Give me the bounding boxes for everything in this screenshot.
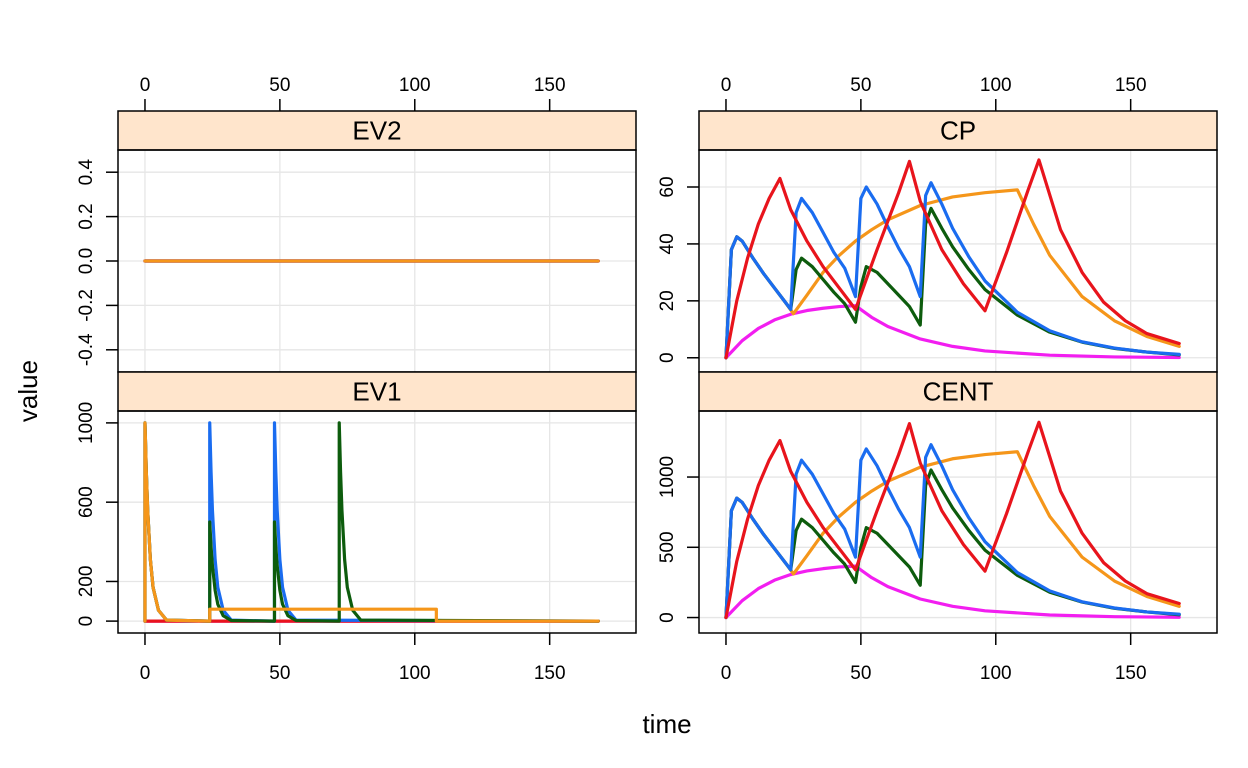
series-group-ev1 (143, 421, 600, 623)
x-tick-label-ev2: 150 (534, 75, 566, 96)
x-tick-label-cent: 50 (850, 663, 871, 684)
x-tick-label-ev1: 100 (399, 663, 431, 684)
series-line-cent-3 (724, 443, 1181, 620)
x-tick-label-cent: 100 (980, 663, 1012, 684)
y-tick-label-ev2: -0.2 (76, 289, 97, 322)
series-line-cent-4 (724, 420, 1181, 620)
series-group-cent (724, 420, 1181, 620)
frame-layer: EV2 CP EV1 CENT (117, 110, 1218, 634)
x-tick-label-ev1: 0 (140, 663, 151, 684)
x-tick-label-cp: 150 (1115, 75, 1147, 96)
panel-bg-ev1 (118, 411, 636, 633)
x-tick-label-cp: 0 (721, 75, 732, 96)
axis-layer: 0 50 100 150 -0.4 -0.2 0.0 0.2 0.4 0 50 100 150 0 20 40… (76, 75, 1147, 684)
y-tick-label-cp: 20 (657, 290, 678, 311)
x-tick-label-ev2: 50 (269, 75, 290, 96)
y-tick-label-cp: 60 (657, 176, 678, 197)
y-axis-title: value (13, 360, 43, 422)
y-tick-label-ev2: 0.4 (76, 159, 97, 186)
y-tick-label-cp: 40 (657, 233, 678, 254)
x-tick-label-ev2: 0 (140, 75, 151, 96)
strip-title-cp: CP (940, 116, 976, 146)
series-line-cp-4 (724, 158, 1181, 360)
grid-layer (118, 150, 1217, 633)
panel-frame-ev1 (117, 410, 637, 634)
x-tick-label-ev2: 100 (399, 75, 431, 96)
y-tick-label-cent: 1000 (657, 456, 678, 498)
panel-frame-cent (698, 410, 1218, 634)
strip-title-ev2: EV2 (352, 116, 401, 146)
y-tick-label-ev1: 1000 (76, 402, 97, 444)
y-tick-label-ev1: 600 (76, 486, 97, 518)
series-group-cp (724, 158, 1181, 360)
y-tick-label-cp: 0 (657, 352, 678, 363)
strip-ev1 (117, 371, 637, 412)
x-tick-label-cp: 50 (850, 75, 871, 96)
y-tick-label-cent: 500 (657, 531, 678, 563)
x-tick-label-cp: 100 (980, 75, 1012, 96)
strip-title-cent: CENT (923, 377, 994, 407)
y-tick-label-ev1: 0 (76, 616, 97, 627)
y-tick-label-ev1: 200 (76, 566, 97, 598)
x-tick-label-cent: 0 (721, 663, 732, 684)
series-line-cp-3 (724, 181, 1181, 360)
x-tick-label-cent: 150 (1115, 663, 1147, 684)
series-line-ev1-4 (143, 421, 600, 623)
series-layer (143, 158, 1181, 623)
strip-title-ev1: EV1 (352, 377, 401, 407)
y-tick-label-cent: 0 (657, 612, 678, 623)
y-tick-label-ev2: 0.2 (76, 203, 97, 229)
x-tick-label-ev1: 50 (269, 663, 290, 684)
strip-cent (698, 371, 1218, 412)
y-tick-label-ev2: -0.4 (76, 333, 97, 366)
x-tick-label-ev1: 150 (534, 663, 566, 684)
x-axis-title: time (642, 709, 691, 739)
y-tick-label-ev2: 0.0 (76, 248, 97, 274)
